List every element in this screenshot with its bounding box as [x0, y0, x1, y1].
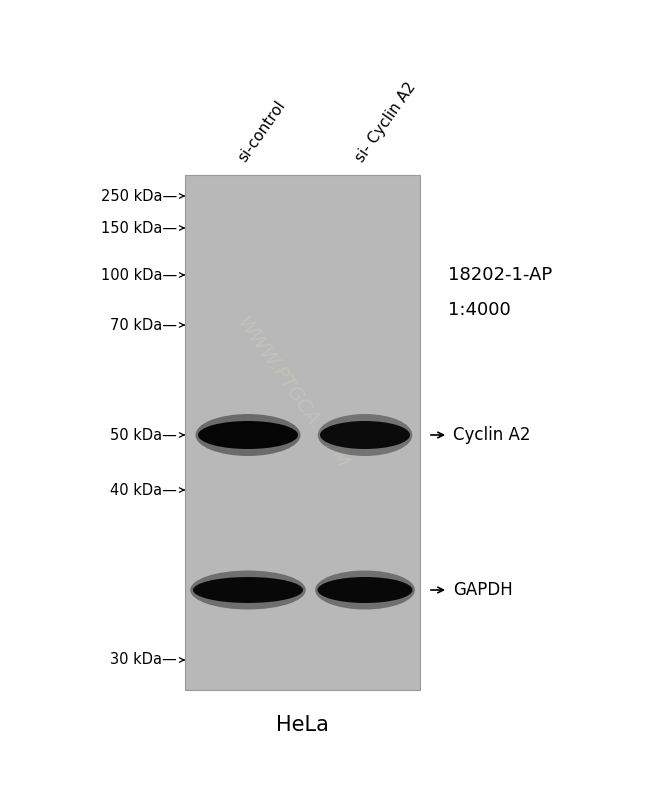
- Text: Cyclin A2: Cyclin A2: [453, 426, 530, 444]
- Text: 18202-1-AP: 18202-1-AP: [448, 266, 552, 284]
- Bar: [185, 175, 420, 690]
- Text: 50 kDa—: 50 kDa—: [110, 428, 177, 443]
- Ellipse shape: [198, 421, 298, 449]
- Text: 30 kDa—: 30 kDa—: [111, 653, 177, 667]
- Text: si- Cyclin A2: si- Cyclin A2: [353, 80, 419, 165]
- Text: GAPDH: GAPDH: [453, 581, 513, 599]
- Text: WWW.PTGCA.COM: WWW.PTGCA.COM: [233, 313, 352, 472]
- Ellipse shape: [193, 577, 303, 603]
- Ellipse shape: [317, 577, 413, 603]
- Text: si-control: si-control: [235, 99, 288, 165]
- Text: 150 kDa—: 150 kDa—: [101, 220, 177, 235]
- Text: 40 kDa—: 40 kDa—: [110, 483, 177, 498]
- Ellipse shape: [190, 570, 306, 609]
- Text: 250 kDa—: 250 kDa—: [101, 189, 177, 204]
- Text: HeLa: HeLa: [276, 715, 329, 735]
- Ellipse shape: [196, 414, 300, 456]
- Text: 1:4000: 1:4000: [448, 301, 511, 319]
- Text: 100 kDa—: 100 kDa—: [101, 267, 177, 282]
- Text: 70 kDa—: 70 kDa—: [110, 317, 177, 332]
- Ellipse shape: [318, 414, 412, 456]
- Ellipse shape: [320, 421, 410, 449]
- Ellipse shape: [315, 570, 415, 609]
